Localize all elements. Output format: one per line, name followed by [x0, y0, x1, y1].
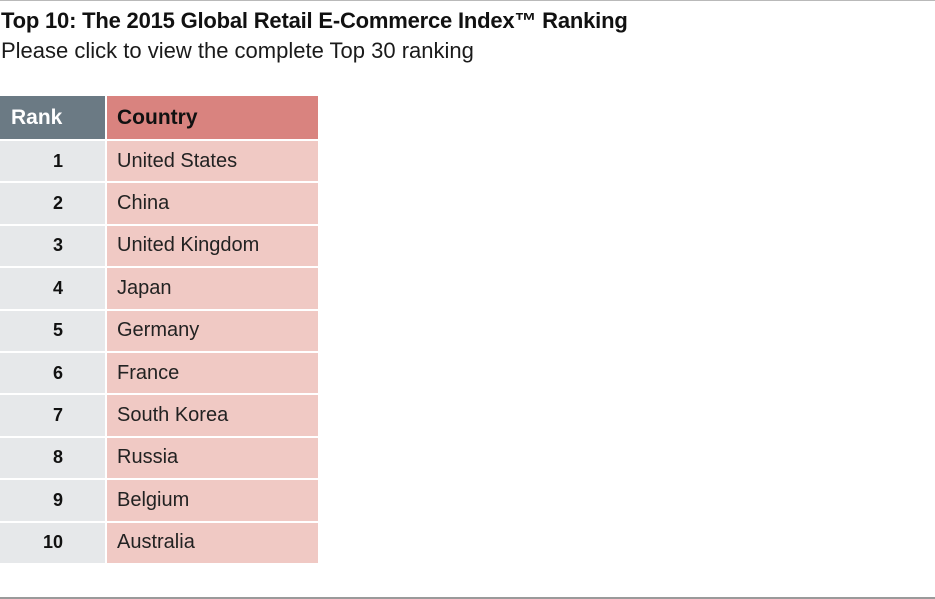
rank-cell: 2 [0, 183, 105, 224]
country-cell: Australia [107, 522, 318, 563]
rank-cell: 4 [0, 268, 105, 309]
country-column-header: Country [107, 96, 318, 139]
country-cell: France [107, 352, 318, 394]
country-cell: South Korea [107, 395, 318, 436]
rank-cell: 7 [0, 395, 105, 436]
bottom-divider [0, 597, 935, 599]
rank-cell: 6 [0, 352, 105, 394]
country-cell: Belgium [107, 480, 318, 521]
country-cell: China [107, 183, 318, 224]
rank-column-header: Rank [0, 96, 105, 139]
country-cell: United States [107, 141, 318, 182]
ranking-table: Rank Country 1 United States 2 China 3 U… [0, 96, 318, 563]
rank-cell: 3 [0, 225, 105, 267]
country-cell: Russia [107, 437, 318, 479]
rank-cell: 8 [0, 437, 105, 479]
view-full-ranking-link[interactable]: Please click to view the complete Top 30… [1, 38, 474, 63]
rank-cell: 9 [0, 480, 105, 521]
rank-cell: 10 [0, 522, 105, 563]
country-cell: Japan [107, 268, 318, 309]
rank-cell: 1 [0, 141, 105, 182]
rank-cell: 5 [0, 310, 105, 351]
page-title: Top 10: The 2015 Global Retail E-Commerc… [1, 8, 628, 33]
country-cell: United Kingdom [107, 225, 318, 267]
top-divider [0, 0, 935, 1]
country-cell: Germany [107, 310, 318, 351]
